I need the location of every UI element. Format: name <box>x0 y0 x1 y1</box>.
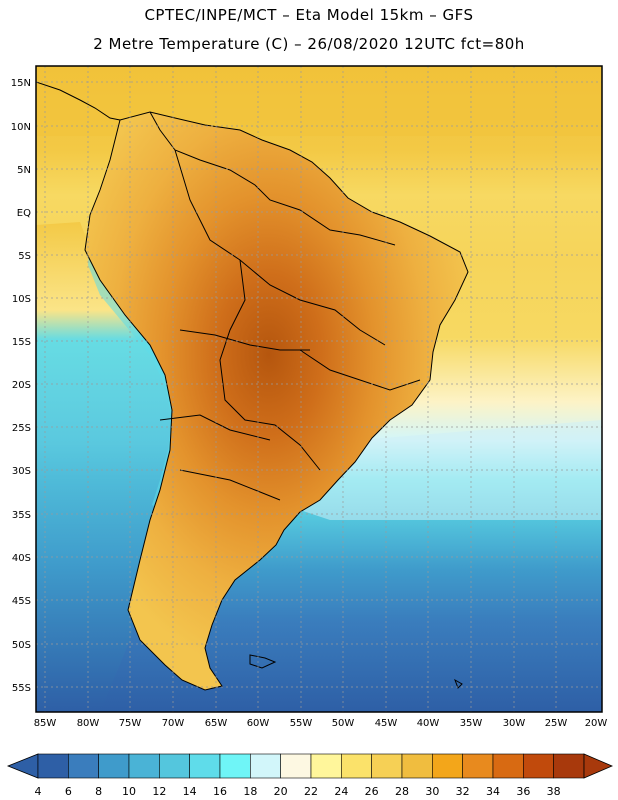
colorbar-label: 4 <box>35 785 42 798</box>
colorbar-swatch <box>401 753 433 779</box>
map-frame <box>35 65 603 713</box>
colorbar-label: 30 <box>425 785 439 798</box>
lon-label: 75W <box>119 718 142 729</box>
colorbar-label: 20 <box>274 785 288 798</box>
colorbar-label: 10 <box>122 785 136 798</box>
colorbar-swatch <box>219 753 251 779</box>
lat-label: 55S <box>12 683 31 694</box>
colorbar-label: 8 <box>95 785 102 798</box>
colorbar-swatch <box>128 753 160 779</box>
colorbar-label: 32 <box>456 785 470 798</box>
lon-label: 60W <box>247 718 270 729</box>
lat-label: 15N <box>11 78 31 89</box>
colorbar-swatch <box>159 753 190 779</box>
lon-label: 20W <box>585 718 608 729</box>
lat-label: 35S <box>12 510 31 521</box>
colorbar-swatch <box>68 753 99 779</box>
lon-label: 40W <box>417 718 440 729</box>
lon-label: 85W <box>34 718 57 729</box>
lat-label: 45S <box>12 596 31 607</box>
lat-label: 10N <box>11 122 31 133</box>
lon-label: 70W <box>162 718 185 729</box>
colorbar-swatch <box>250 753 281 779</box>
lat-label: 25S <box>12 423 31 434</box>
colorbar-swatch <box>523 753 554 779</box>
colorbar-swatch <box>371 753 403 779</box>
lon-label: 30W <box>503 718 526 729</box>
colorbar-label: 16 <box>213 785 227 798</box>
colorbar-label: 24 <box>334 785 348 798</box>
colorbar-label: 12 <box>152 785 166 798</box>
colorbar-label: 26 <box>365 785 379 798</box>
colorbar-label: 36 <box>516 785 530 798</box>
coastlines <box>36 81 469 691</box>
lat-label: 5N <box>17 165 31 176</box>
lat-label: 50S <box>12 640 31 651</box>
lon-label: 45W <box>375 718 398 729</box>
lat-label: 5S <box>18 251 31 262</box>
lon-label: 55W <box>290 718 313 729</box>
colorbar-label: 22 <box>304 785 318 798</box>
colorbar-swatch <box>280 753 312 779</box>
colorbar-swatch <box>432 753 463 779</box>
lon-label: 50W <box>332 718 355 729</box>
colorbar-label: 6 <box>65 785 72 798</box>
longitude-axis: 85W 80W 75W 70W 65W 60W 55W 50W 45W 40W … <box>34 718 608 729</box>
colorbar-label: 18 <box>243 785 257 798</box>
colorbar-label: 28 <box>395 785 409 798</box>
lon-label: 35W <box>460 718 483 729</box>
colorbar-high-arrow <box>583 753 614 779</box>
lat-label: 10S <box>12 294 31 305</box>
lat-label: EQ <box>17 208 31 219</box>
lat-label: 30S <box>12 466 31 477</box>
colorbar-swatch <box>341 753 372 779</box>
latitude-axis: 15N 10N 5N EQ 5S 10S 15S 20S 25S 30S 35S… <box>11 78 31 694</box>
colorbar-swatch <box>310 753 342 779</box>
graticule <box>36 66 602 712</box>
colorbar-swatch <box>492 753 524 779</box>
colorbar-low-arrow <box>6 753 39 779</box>
colorbar-swatch <box>98 753 130 779</box>
lon-label: 65W <box>205 718 228 729</box>
colorbar-swatch <box>553 753 585 779</box>
map-title: CPTEC/INPE/MCT – Eta Model 15km – GFS <box>144 6 474 24</box>
colorbar-swatch <box>189 753 221 779</box>
lat-label: 15S <box>12 337 31 348</box>
lat-label: 40S <box>12 553 31 564</box>
colorbar-swatch <box>462 753 494 779</box>
colorbar-label: 34 <box>486 785 500 798</box>
colorbar-label: 38 <box>547 785 561 798</box>
lon-label: 80W <box>77 718 100 729</box>
colorbar: 4 6 8 10 12 14 16 18 20 22 24 26 28 30 32 34 36 38 <box>6 753 614 798</box>
colorbar-swatch <box>37 753 69 779</box>
lon-label: 25W <box>545 718 568 729</box>
colorbar-label: 14 <box>183 785 197 798</box>
lat-label: 20S <box>12 380 31 391</box>
map-subtitle: 2 Metre Temperature (C) – 26/08/2020 12U… <box>93 35 525 53</box>
